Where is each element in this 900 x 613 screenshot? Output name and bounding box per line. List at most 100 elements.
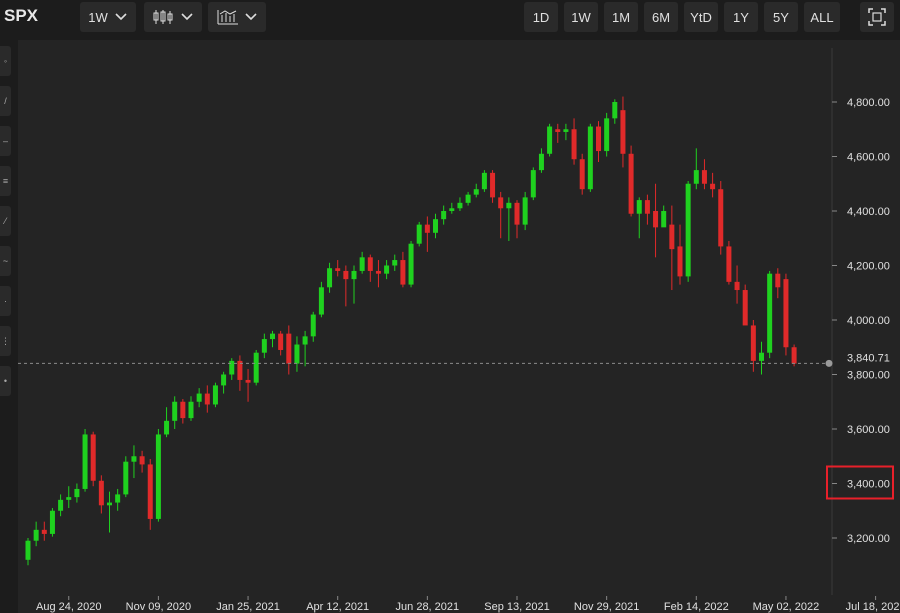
- candle-up: [66, 497, 72, 500]
- range-1d-button[interactable]: 1D: [524, 2, 558, 32]
- candle-down: [701, 170, 707, 184]
- candle-down: [400, 260, 406, 285]
- candle-up: [384, 265, 390, 274]
- candle-up: [481, 172, 487, 190]
- candle-down: [710, 183, 716, 190]
- trend-icon[interactable]: –: [0, 126, 11, 156]
- candle-down: [775, 273, 781, 288]
- range-1m-button[interactable]: 1M: [604, 2, 638, 32]
- chart-style-dropdown[interactable]: [144, 2, 202, 32]
- candle-down: [335, 268, 341, 271]
- candle-up: [294, 344, 300, 364]
- range-ytd-button[interactable]: YtD: [684, 2, 718, 32]
- candle-up: [131, 456, 137, 462]
- candle-down: [579, 159, 585, 190]
- candle-up: [164, 420, 170, 435]
- brush-icon[interactable]: ~: [0, 246, 11, 276]
- y-tick-label: 3,200.00: [847, 533, 890, 545]
- candle-down: [669, 224, 675, 250]
- measure-icon[interactable]: ⋮: [0, 326, 11, 356]
- x-tick-label: Nov 29, 2021: [574, 601, 639, 613]
- candle-up: [506, 202, 512, 209]
- candle-down: [514, 202, 520, 225]
- x-tick-label: Nov 09, 2020: [126, 601, 191, 613]
- line-icon[interactable]: /: [0, 86, 11, 116]
- candle-up: [270, 333, 275, 340]
- zoom-icon[interactable]: •: [0, 366, 11, 396]
- x-tick-label: Jan 25, 2021: [216, 601, 280, 613]
- x-tick-label: Jul 18, 2022: [846, 601, 900, 613]
- candle-up: [115, 494, 121, 503]
- candle-down: [147, 464, 153, 519]
- candle-down: [90, 434, 96, 481]
- candle-up: [408, 243, 414, 285]
- y-tick-label: 4,400.00: [847, 206, 890, 218]
- chevron-down-icon: [181, 13, 193, 21]
- candle-down: [98, 480, 104, 506]
- candle-up: [636, 200, 642, 214]
- candle-up: [229, 360, 235, 375]
- candle-up: [82, 434, 88, 489]
- range-6m-button[interactable]: 6M: [644, 2, 678, 32]
- candle-down: [734, 281, 740, 291]
- candle-up: [693, 170, 699, 184]
- candle-up: [457, 202, 463, 209]
- y-tick-label: 3,400.00: [847, 479, 890, 491]
- range-all-button[interactable]: ALL: [804, 2, 840, 32]
- candle-up: [33, 529, 39, 541]
- candle-up: [612, 102, 618, 119]
- candle-down: [783, 279, 789, 348]
- highlight-box: [826, 465, 894, 500]
- fullscreen-button[interactable]: [860, 2, 894, 32]
- fullscreen-icon: [868, 8, 886, 26]
- candle-up: [25, 540, 31, 560]
- chart-toolbar: SPX 1W 1D 1W 1M 6M YtD 1Y 5Y ALL: [0, 0, 900, 38]
- range-1y-button[interactable]: 1Y: [724, 2, 758, 32]
- candle-up: [530, 170, 536, 198]
- indicators-icon: [217, 10, 238, 25]
- candle-up: [172, 401, 178, 421]
- candle-down: [180, 401, 186, 419]
- range-5y-button[interactable]: 5Y: [764, 2, 798, 32]
- candle-up: [587, 126, 593, 190]
- range-1w-button[interactable]: 1W: [564, 2, 598, 32]
- candle-down: [498, 197, 504, 209]
- candle-up: [155, 434, 161, 519]
- candle-up: [327, 268, 333, 288]
- fib-icon[interactable]: ≡: [0, 166, 11, 196]
- candle-up: [685, 183, 691, 277]
- candle-down: [424, 224, 430, 233]
- candle-up: [107, 502, 112, 506]
- last-price-dot: [825, 359, 833, 367]
- candle-up: [359, 257, 365, 271]
- x-tick-label: May 02, 2022: [753, 601, 820, 613]
- interval-label: 1W: [88, 9, 108, 25]
- candle-down: [245, 379, 251, 383]
- candle-down: [278, 333, 284, 350]
- candle-up: [538, 153, 544, 171]
- candle-up: [318, 287, 324, 315]
- candle-up: [433, 219, 438, 233]
- candle-up: [221, 374, 227, 386]
- candle-down: [677, 246, 683, 277]
- pattern-icon[interactable]: ⁄: [0, 206, 11, 236]
- candle-up: [465, 194, 471, 203]
- candle-up: [196, 393, 202, 402]
- indicators-dropdown[interactable]: [208, 2, 266, 32]
- symbol-label[interactable]: SPX: [4, 6, 39, 25]
- candlestick-icon: [153, 10, 173, 24]
- text-icon[interactable]: ·: [0, 286, 11, 316]
- y-tick-label: 4,000.00: [847, 315, 890, 327]
- candle-up: [547, 126, 553, 154]
- candle-up: [661, 211, 667, 228]
- candle-down: [596, 126, 601, 152]
- last-price-label: 3,840.71: [847, 352, 890, 364]
- crosshair-icon[interactable]: ◦: [0, 46, 11, 76]
- chevron-down-icon: [245, 13, 257, 21]
- candle-up: [522, 197, 528, 225]
- candle-up: [188, 401, 194, 419]
- interval-dropdown[interactable]: 1W: [80, 2, 136, 32]
- candle-down: [375, 270, 381, 274]
- candle-down: [555, 129, 561, 132]
- price-chart[interactable]: 4,800.00 4,600.00 4,400.00 4,200.00 4,000.00…: [18, 40, 900, 613]
